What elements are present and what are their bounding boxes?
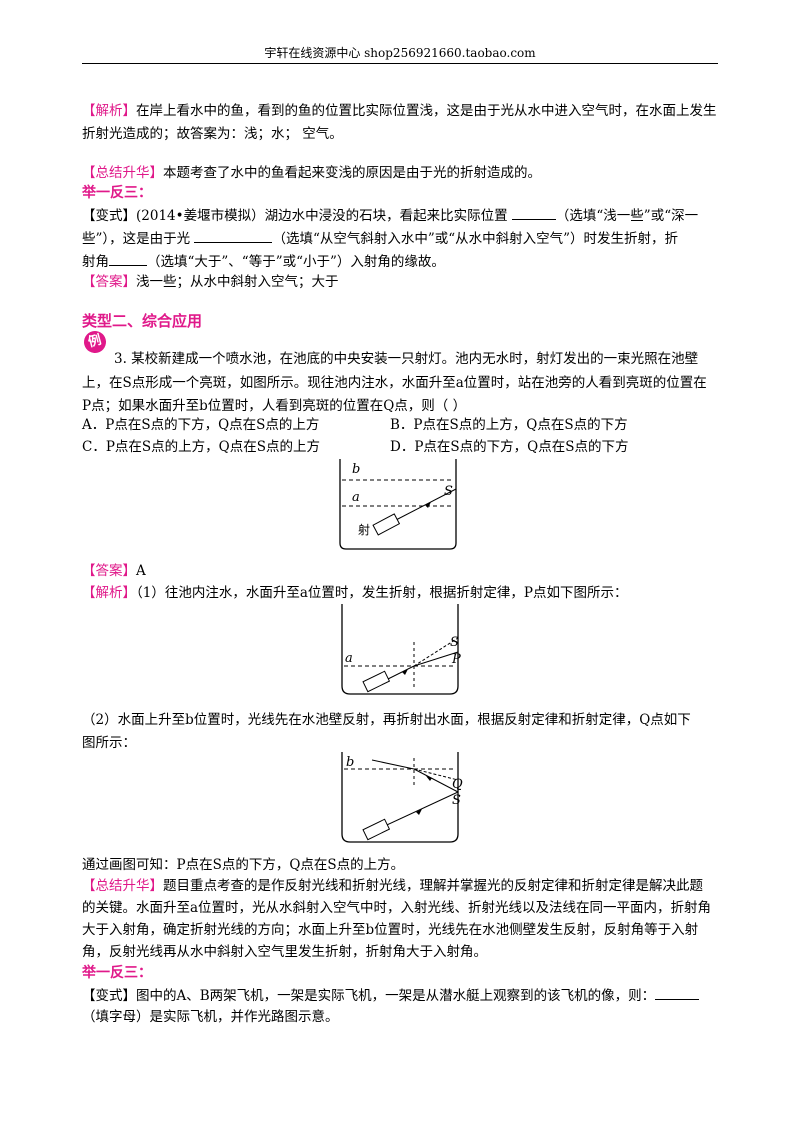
variant-line-3: 射角 （选填“大于”、“等于”或“小于”）入射角的缘故。 bbox=[82, 251, 445, 272]
pool-figure-1: b a S 射 bbox=[339, 459, 457, 550]
analysis-tag: 【解析】 bbox=[82, 103, 136, 119]
option-d[interactable]: D．P点在S点的下方，Q点在S点的下方 bbox=[390, 439, 629, 455]
practice-heading: 举一反三： bbox=[82, 185, 152, 201]
extended-ray bbox=[413, 637, 459, 667]
label-b: b bbox=[352, 462, 360, 477]
variant-tag: 【变式】 bbox=[82, 208, 136, 224]
incident-ray bbox=[385, 665, 415, 681]
summary-text: 题目重点考查的是作反射光线和折射光线，理解并掌握光的反射定律和折射定律是解决此题 bbox=[163, 878, 703, 894]
pool-outline bbox=[339, 459, 457, 550]
summary-tag: 【总结升华】 bbox=[82, 878, 163, 894]
variant-tag: 【变式】 bbox=[82, 988, 136, 1004]
reflected-ray bbox=[413, 768, 459, 793]
pool-figure-2: a S P bbox=[341, 604, 461, 695]
variant-text: (2014•姜堰市模拟）湖边水中浸没的石块，看起来比实际位置 bbox=[136, 208, 512, 224]
analysis-line-2: 折射光造成的；故答案为：浅；水； 空气。 bbox=[82, 126, 343, 142]
pool-outline bbox=[341, 604, 459, 695]
summary2-line-1: 【总结升华】题目重点考查的是作反射光线和折射光线，理解并掌握光的反射定律和折射定… bbox=[82, 876, 703, 896]
refracted-ray bbox=[371, 759, 415, 770]
label-b: b bbox=[346, 755, 354, 770]
variant-text: （选填“浅一些”或“深一 bbox=[555, 208, 699, 224]
ray-arrow bbox=[402, 669, 408, 675]
option-a[interactable]: A．P点在S点的下方，Q点在S点的上方 bbox=[82, 417, 320, 433]
summary2-line-3: 大于入射角，确定折射光线的方向；水面上升至b位置时，光线先在水池侧壁发生反射，反… bbox=[82, 922, 699, 938]
label-lamp: 射 bbox=[358, 522, 370, 537]
label-a: a bbox=[352, 490, 360, 505]
variant-line-2: 些”），这是由于光 （选填“从空气斜射入水中”或“从水中斜射入空气”）时发生折射… bbox=[82, 228, 678, 249]
page-header: 宇轩在线资源中心 shop256921660.taobao.com bbox=[264, 46, 536, 60]
refracted-ray bbox=[413, 651, 459, 667]
ray-arrow bbox=[426, 776, 432, 781]
ray-arrow bbox=[416, 809, 422, 815]
question-line-2: 上，在S点形成一个亮斑，如图所示。现往池内注水，水面升至a位置时，站在池旁的人看… bbox=[82, 375, 707, 391]
answer-tag: 【答案】 bbox=[82, 563, 136, 579]
variant2-line-1: 【变式】图中的A、B两架飞机，一架是实际飞机，一架是从潜水艇上观察到的该飞机的像… bbox=[82, 985, 700, 1006]
answer-blank[interactable] bbox=[511, 205, 556, 220]
ray-arrow bbox=[425, 502, 431, 508]
spotlight bbox=[362, 818, 391, 841]
analysis2-line: 【解析】（1）往池内注水，水面升至a位置时，发生折射，根据折射定律，P点如下图所… bbox=[82, 583, 627, 603]
answer-blank[interactable] bbox=[109, 251, 147, 266]
summary2-line-4: 角，反射光线再从水中斜射入空气里发生折射，折射角大于入射角。 bbox=[82, 944, 487, 960]
analysis-text: （1）往池内注水，水面升至a位置时，发生折射，根据折射定律，P点如下图所示： bbox=[136, 585, 628, 601]
option-b[interactable]: B．P点在S点的上方，Q点在S点的下方 bbox=[390, 417, 628, 433]
section-title: 类型二、综合应用 bbox=[82, 312, 203, 330]
analysis-text-1: 在岸上看水中的鱼，看到的鱼的位置比实际位置浅，这是由于光从水中进入空气时，在水面… bbox=[136, 103, 717, 119]
spotlight bbox=[362, 670, 391, 693]
answer-line-2: 【答案】A bbox=[82, 561, 146, 581]
summary-text: 本题考查了水中的鱼看起来变浅的原因是由于光的折射造成的。 bbox=[163, 165, 541, 181]
answer-tag: 【答案】 bbox=[82, 274, 136, 290]
pool-outline bbox=[341, 752, 459, 843]
incident-ray bbox=[375, 791, 459, 831]
label-s: S bbox=[450, 635, 459, 650]
answer-blank[interactable] bbox=[655, 985, 700, 1000]
answer-text: A bbox=[136, 563, 146, 579]
variant-text: 射角 bbox=[82, 254, 109, 270]
label-s: S bbox=[444, 484, 453, 499]
variant-text: 些”），这是由于光 bbox=[82, 231, 195, 247]
label-q: Q bbox=[452, 777, 463, 792]
summary-tag: 【总结升华】 bbox=[82, 165, 163, 181]
answer-line-1: 【答案】浅一些；从水中斜射入空气；大于 bbox=[82, 272, 339, 292]
analysis-line-1: 【解析】在岸上看水中的鱼，看到的鱼的位置比实际位置浅，这是由于光从水中进入空气时… bbox=[82, 101, 717, 121]
label-a: a bbox=[345, 651, 353, 666]
variant-text: （选填“大于”、“等于”或“小于”）入射角的缘故。 bbox=[147, 254, 445, 270]
conclusion-line: 通过画图可知：P点在S点的下方，Q点在S点的上方。 bbox=[82, 857, 405, 873]
variant-text: （选填“从空气斜射入水中”或“从水中斜射入空气”）时发生折射，折 bbox=[272, 231, 679, 247]
part2-line-2: 图所示： bbox=[82, 735, 136, 751]
answer-blank[interactable] bbox=[194, 228, 273, 243]
question-line-3: P点；如果水面升至b位置时，人看到亮斑的位置在Q点，则（ ） bbox=[82, 398, 467, 414]
part2-line-1: （2）水面上升至b位置时，光线先在水池壁反射，再折射出水面，根据反射定律和折射定… bbox=[82, 712, 691, 728]
label-p: P bbox=[451, 652, 461, 667]
spotlight bbox=[372, 513, 401, 536]
summary2-line-2: 的关键。水面升至a位置时，光从水斜射入空气中时，入射光线、折射光线以及法线在同一… bbox=[82, 900, 712, 916]
pool-figure-3: b Q S bbox=[341, 752, 463, 843]
label-s: S bbox=[452, 793, 461, 808]
example-badge: 例 bbox=[81, 328, 109, 356]
summary-line: 【总结升华】本题考查了水中的鱼看起来变浅的原因是由于光的折射造成的。 bbox=[82, 163, 541, 183]
analysis-tag: 【解析】 bbox=[82, 585, 136, 601]
answer-text: 浅一些；从水中斜射入空气；大于 bbox=[136, 274, 339, 290]
practice-heading-2: 举一反三： bbox=[82, 965, 152, 981]
variant-line-1: 【变式】(2014•姜堰市模拟）湖边水中浸没的石块，看起来比实际位置 （选填“浅… bbox=[82, 205, 698, 226]
variant-text: 图中的A、B两架飞机，一架是实际飞机，一架是从潜水艇上观察到的该飞机的像，则： bbox=[136, 988, 656, 1004]
question-line-1: 3. 某校新建成一个喷水池，在池底的中央安装一只射灯。池内无水时，射灯发出的一束… bbox=[114, 351, 699, 367]
variant2-line-2: （填字母）是实际飞机，并作光路图示意。 bbox=[82, 1009, 339, 1025]
option-c[interactable]: C．P点在S点的上方，Q点在S点的上方 bbox=[82, 439, 320, 455]
extended-ray bbox=[413, 768, 459, 781]
header-rule bbox=[82, 63, 718, 64]
